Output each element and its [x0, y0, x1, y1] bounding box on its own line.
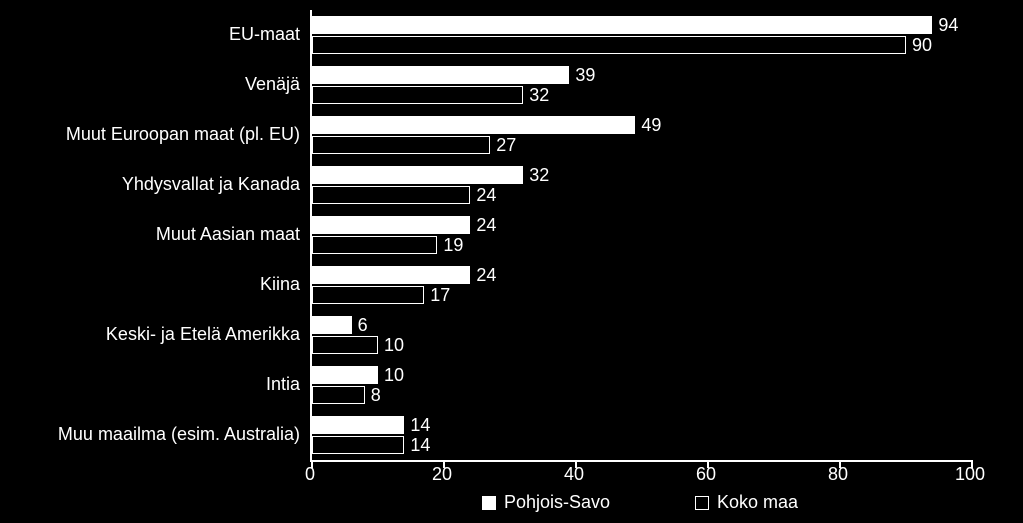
bar-value-label: 14 [410, 436, 430, 454]
x-tick-label: 40 [564, 464, 584, 485]
bar-value-label: 94 [938, 16, 958, 34]
bar-series0 [312, 116, 635, 134]
category-label: Kiina [0, 275, 306, 295]
legend: Pohjois-Savo Koko maa [310, 492, 970, 515]
bar-value-label: 32 [529, 166, 549, 184]
x-tick-label: 20 [432, 464, 452, 485]
x-tick-label: 100 [955, 464, 985, 485]
bar-series1 [312, 386, 365, 404]
bar-value-label: 24 [476, 216, 496, 234]
bar-series0 [312, 16, 932, 34]
category-label: Yhdysvallat ja Kanada [0, 175, 306, 195]
bar-series0 [312, 216, 470, 234]
bar-value-label: 17 [430, 286, 450, 304]
legend-label-0: Pohjois-Savo [504, 492, 610, 513]
category-label: EU-maat [0, 25, 306, 45]
category-label: Intia [0, 375, 306, 395]
category-label: Muut Aasian maat [0, 225, 306, 245]
bar-value-label: 19 [443, 236, 463, 254]
bar-value-label: 27 [496, 136, 516, 154]
bar-series0 [312, 416, 404, 434]
legend-label-1: Koko maa [717, 492, 798, 513]
bar-value-label: 10 [384, 366, 404, 384]
x-tick-label: 60 [696, 464, 716, 485]
bar-series1 [312, 136, 490, 154]
bar-series1 [312, 186, 470, 204]
bar-series0 [312, 266, 470, 284]
bar-value-label: 6 [358, 316, 368, 334]
bar-series1 [312, 36, 906, 54]
category-label: Muu maailma (esim. Australia) [0, 425, 306, 445]
bar-series1 [312, 336, 378, 354]
bar-value-label: 24 [476, 186, 496, 204]
x-tick-label: 0 [305, 464, 315, 485]
bar-series1 [312, 86, 523, 104]
bar-value-label: 8 [371, 386, 381, 404]
bar-series1 [312, 286, 424, 304]
bar-series0 [312, 166, 523, 184]
bar-value-label: 90 [912, 36, 932, 54]
category-label: Venäjä [0, 75, 306, 95]
legend-item-1: Koko maa [695, 492, 798, 513]
legend-swatch-1 [695, 496, 709, 510]
plot-area [310, 10, 972, 462]
legend-swatch-0 [482, 496, 496, 510]
bar-value-label: 10 [384, 336, 404, 354]
bar-value-label: 24 [476, 266, 496, 284]
bar-series1 [312, 436, 404, 454]
bar-series1 [312, 236, 437, 254]
bar-value-label: 39 [575, 66, 595, 84]
bar-value-label: 14 [410, 416, 430, 434]
category-label: Keski- ja Etelä Amerikka [0, 325, 306, 345]
bar-series0 [312, 366, 378, 384]
chart: Pohjois-Savo Koko maa 0 20 40 60 80 100 EU-maa… [0, 0, 1023, 523]
bar-value-label: 32 [529, 86, 549, 104]
bar-value-label: 49 [641, 116, 661, 134]
category-label: Muut Euroopan maat (pl. EU) [0, 125, 306, 145]
bar-series0 [312, 316, 352, 334]
x-tick-label: 80 [828, 464, 848, 485]
legend-item-0: Pohjois-Savo [482, 492, 610, 513]
bar-series0 [312, 66, 569, 84]
